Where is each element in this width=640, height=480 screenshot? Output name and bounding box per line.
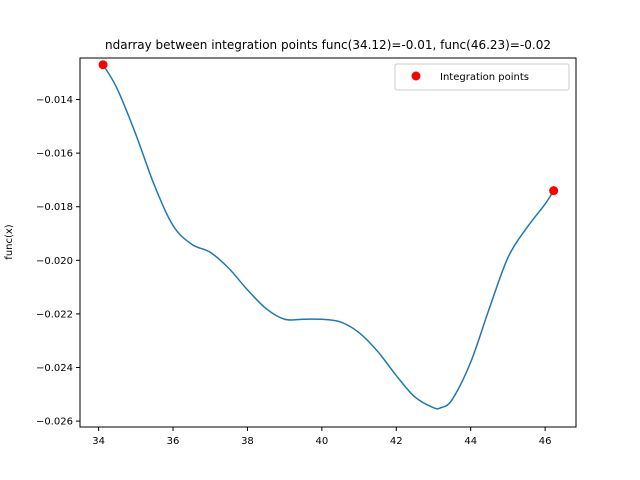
x-tick-label: 42 [390, 436, 403, 447]
x-tick-label: 34 [92, 436, 105, 447]
axes-background [80, 58, 576, 427]
legend-marker-integration-points [411, 71, 421, 81]
y-tick-label: −0.026 [36, 417, 73, 428]
plot-area [80, 58, 576, 427]
legend-box [394, 63, 570, 91]
func-line [102, 64, 555, 410]
axes-frame [79, 57, 577, 428]
y-axis-label: func(x) [4, 224, 15, 260]
legend: Integration points [394, 63, 570, 91]
x-tick-label: 44 [464, 436, 477, 447]
y-tick-label: −0.018 [36, 202, 73, 213]
legend-label-integration-points: Integration points [440, 72, 529, 83]
x-axis-ticks: 34 36 38 40 42 44 46 [92, 427, 551, 447]
x-tick-label: 36 [167, 436, 180, 447]
chart-title: ndarray between integration points func(… [105, 38, 551, 52]
integration-point [98, 60, 108, 70]
integration-point [549, 186, 559, 196]
x-tick-label: 38 [241, 436, 254, 447]
y-tick-label: −0.014 [36, 95, 73, 106]
y-tick-label: −0.016 [36, 149, 73, 160]
points-layer [98, 60, 559, 196]
x-tick-label: 40 [315, 436, 328, 447]
y-tick-label: −0.024 [36, 363, 73, 374]
y-axis-ticks: −0.026 −0.024 −0.022 −0.020 −0.018 −0.016 −0.0… [36, 95, 80, 428]
y-tick-label: −0.020 [36, 256, 73, 267]
series-layer [102, 64, 555, 410]
y-tick-label: −0.022 [36, 309, 73, 320]
x-tick-label: 46 [539, 436, 552, 447]
